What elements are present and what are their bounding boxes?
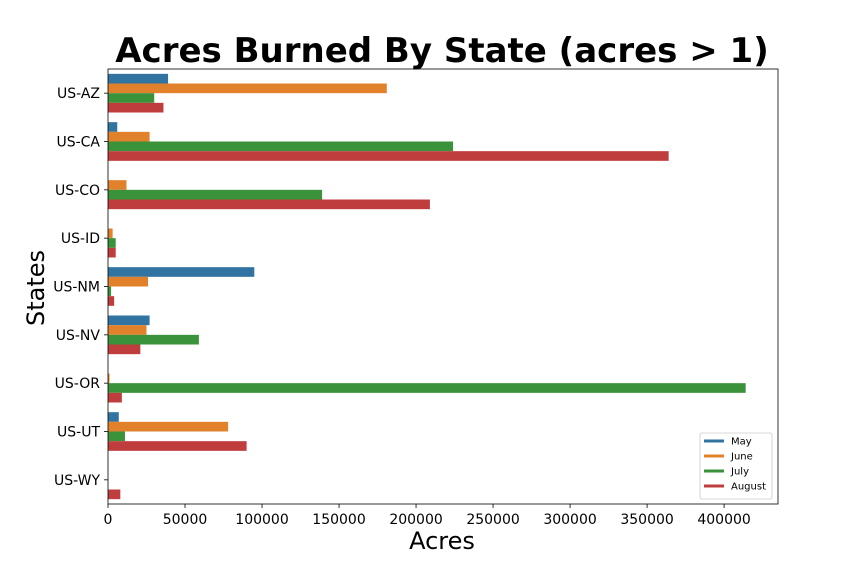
x-tick-label: 200000 — [389, 512, 442, 528]
y-tick-label: US-NM — [53, 280, 100, 296]
y-tick-label: US-CO — [55, 183, 100, 199]
bar-may-us-az — [108, 73, 169, 84]
x-tick-label: 350000 — [620, 512, 673, 528]
y-tick-label: US-AZ — [57, 86, 100, 102]
bar-may-us-nv — [108, 315, 150, 326]
bar-july-us-co — [108, 189, 323, 200]
y-tick-label: US-NV — [56, 328, 101, 344]
y-tick-label: US-UT — [57, 425, 100, 441]
x-tick-label: 150000 — [312, 512, 365, 528]
x-tick-label: 250000 — [466, 512, 519, 528]
x-tick-label: 50000 — [163, 512, 208, 528]
x-tick-label: 400000 — [697, 512, 750, 528]
bar-june-us-co — [108, 180, 127, 190]
bar-august-us-az — [108, 102, 164, 113]
bar-june-us-id — [108, 228, 113, 239]
bar-august-us-co — [108, 199, 430, 210]
legend-label-july: July — [730, 467, 749, 478]
bar-july-us-id — [108, 238, 116, 248]
bar-july-us-nm — [108, 286, 112, 297]
legend-label-june: June — [730, 452, 753, 463]
bar-august-us-nm — [108, 296, 115, 306]
y-tick-label: US-ID — [61, 231, 100, 247]
y-tick-label: US-CA — [56, 135, 100, 151]
bar-june-us-or — [108, 373, 110, 384]
bar-july-us-nv — [108, 334, 199, 345]
bar-may-us-ut — [108, 412, 119, 422]
bar-july-us-or — [108, 383, 746, 393]
bar-june-us-nv — [108, 325, 147, 335]
x-tick-label: 100000 — [235, 512, 288, 528]
y-tick-label: US-OR — [55, 376, 101, 392]
chart-title: Acres Burned By State (acres > 1) — [115, 31, 769, 71]
plot-area: US-AZ US-CA US-CO US-ID US-NM US-NV US-OR US-UT… — [53, 68, 779, 528]
bar-june-us-nm — [108, 276, 149, 287]
bar-august-us-or — [108, 392, 122, 403]
bar-june-us-az — [108, 83, 387, 94]
legend-label-may: May — [731, 437, 752, 448]
y-tick-label: US-WY — [54, 473, 100, 489]
bar-august-us-wy — [108, 489, 121, 500]
x-axis-label: Acres — [409, 527, 475, 555]
legend-label-august: August — [731, 482, 766, 493]
x-tick-label: 300000 — [543, 512, 596, 528]
bar-august-us-id — [108, 247, 116, 258]
bar-june-us-ca — [108, 131, 150, 142]
bar-july-us-ca — [108, 141, 454, 152]
bar-may-us-ca — [108, 122, 118, 132]
bar-august-us-nv — [108, 344, 141, 355]
bar-august-us-ut — [108, 441, 247, 451]
bar-july-us-az — [108, 93, 155, 103]
bar-july-us-ut — [108, 431, 125, 442]
y-axis-label: States — [22, 250, 50, 326]
legend-box — [699, 432, 773, 500]
legend: May June July August — [699, 432, 773, 500]
bar-august-us-ca — [108, 151, 669, 161]
bar-june-us-ut — [108, 421, 229, 432]
plot-frame — [107, 68, 779, 505]
bar-may-us-nm — [108, 267, 255, 277]
x-tick-label: 0 — [104, 512, 113, 528]
